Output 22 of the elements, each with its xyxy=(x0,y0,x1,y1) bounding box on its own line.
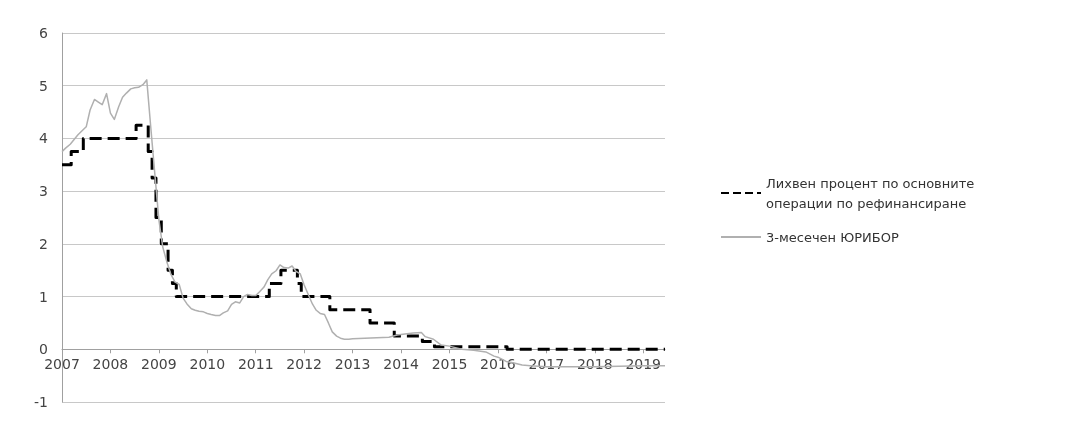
x-tick-label: 2015 xyxy=(431,356,468,373)
x-tick-label: 2013 xyxy=(334,356,371,373)
x-tick-label: 2009 xyxy=(141,356,177,373)
y-tick-label: 3 xyxy=(39,183,48,200)
x-tick-label: 2014 xyxy=(383,356,419,373)
x-tick-label: 2011 xyxy=(237,356,274,373)
y-tick-label: -1 xyxy=(34,394,48,410)
x-tick-label: 2010 xyxy=(189,356,226,373)
y-tick-label: 0 xyxy=(39,341,48,358)
x-tick-label: 2012 xyxy=(286,356,322,373)
y-tick-label: 4 xyxy=(39,130,49,147)
x-tick-label: 2017 xyxy=(528,356,565,373)
legend-label: Лихвен процент по основните операции по рефинансиране xyxy=(766,175,979,211)
x-tick-label: 2007 xyxy=(44,356,80,373)
x-tick-label: 2016 xyxy=(480,356,516,373)
x-tick-label: 2019 xyxy=(625,356,662,373)
y-tick-label: 1 xyxy=(39,288,48,305)
y-tick-label: 5 xyxy=(39,77,48,94)
y-tick-label: 2 xyxy=(39,235,48,252)
legend-label: 3-месечен ЮРИБОР xyxy=(766,229,899,245)
y-tick-label: 6 xyxy=(39,25,49,41)
x-tick-label: 2008 xyxy=(92,356,129,373)
